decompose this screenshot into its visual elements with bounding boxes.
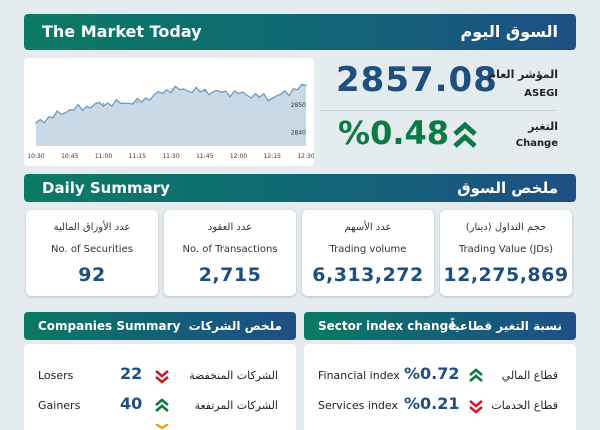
chart-point (237, 92, 240, 95)
row-label-en: Financial index (318, 369, 400, 382)
trading-value-card: حجم التداول (دينار) Trading Value (JDs) … (440, 210, 572, 296)
daily-title-en: Daily Summary (42, 179, 170, 197)
card-label-en: Trading Value (JDs) (458, 244, 554, 255)
index-value: 2857.08 (336, 60, 498, 100)
list-item: Gainers 40 الشركات المرتفعة (24, 394, 296, 418)
index-label-ar: المؤشر العام (488, 68, 558, 81)
row-label-en: Services index (318, 399, 398, 412)
companies-title-ar: ملخص الشركات (188, 319, 282, 333)
change-value: %0.48 (338, 114, 450, 152)
card-label-ar: عدد العقود (207, 222, 253, 233)
row-label-ar: قطاع الخدمات (491, 399, 558, 412)
chart-point (102, 102, 105, 105)
chart-point (203, 90, 206, 92)
chart-series-line (35, 83, 307, 124)
chart-point (170, 88, 172, 90)
row-value: %0.72 (404, 364, 460, 383)
row-value: %0.21 (404, 394, 460, 413)
card-value: 6,313,272 (312, 264, 424, 286)
transactions-card: عدد العقود No. of Transactions 2,715 (164, 210, 296, 296)
sectors-title-ar: نسبة التغير قطاعياً (450, 319, 562, 333)
card-value: 12,275,869 (443, 264, 569, 286)
double-chevron-up-icon (469, 368, 483, 382)
y-tick-label: 2840 (291, 129, 306, 136)
row-label-en: Losers (38, 369, 74, 382)
securities-card: عدد الأوراق المالية No. of Securities 92 (26, 210, 158, 296)
trading-volume-card: عدد الأسهم Trading volume 6,313,272 (302, 210, 434, 296)
sector-change-panel: Financial index %0.72 قطاع المالي Servic… (304, 344, 576, 430)
chevron-partial-icon (155, 424, 169, 430)
list-item: Losers 22 الشركات المنخفضة (24, 364, 296, 388)
card-label-en: No. of Securities (51, 244, 133, 255)
stat-divider (320, 110, 556, 111)
change-up-arrow-icon (453, 121, 477, 148)
x-tick-label: 12:15 (264, 153, 281, 160)
daily-title-ar: ملخص السوق (457, 179, 558, 197)
chart-point (305, 84, 307, 87)
x-tick-label: 10:30 (27, 153, 44, 160)
chart-point (136, 101, 139, 103)
card-value: 92 (78, 264, 106, 286)
row-label-ar: قطاع المالي (501, 369, 558, 382)
row-label-en: Gainers (38, 399, 81, 412)
x-tick-label: 11:15 (129, 153, 146, 160)
x-tick-label: 10:45 (61, 153, 78, 160)
chart-point (35, 121, 37, 124)
index-label-en: ASEGI (524, 88, 558, 99)
card-value: 2,715 (198, 264, 262, 286)
x-tick-label: 11:45 (196, 153, 213, 160)
chart-area (36, 84, 306, 146)
chart-point (68, 109, 71, 111)
card-label-ar: عدد الأوراق المالية (53, 222, 131, 233)
change-label-en: Change (515, 138, 558, 149)
card-label-en: No. of Transactions (182, 244, 278, 255)
index-area-chart: 10:30 10:45 11:00 11:15 11:30 11:45 12:00 12:15… (27, 83, 314, 160)
companies-summary-header: Companies Summary ملخص الشركات (24, 312, 296, 340)
card-label-en: Trading volume (329, 244, 407, 255)
sectors-title-en: Sector index change (318, 319, 457, 333)
x-tick-label: 12:00 (230, 153, 247, 160)
header-title-en: The Market Today (42, 22, 202, 41)
row-value: 40 (120, 394, 143, 413)
header-title-ar: السوق اليوم (460, 22, 558, 41)
companies-title-en: Companies Summary (38, 319, 181, 333)
row-label-ar: الشركات المنخفضة (189, 369, 278, 382)
row-label-ar: الشركات المرتفعة (194, 399, 278, 412)
row-value: 22 (120, 364, 143, 383)
x-tick-label: 11:30 (162, 153, 179, 160)
y-tick-label: 2850 (291, 102, 306, 109)
x-tick-label: 11:00 (95, 153, 112, 160)
chart-point (271, 97, 274, 99)
double-chevron-down-icon (155, 370, 169, 384)
index-chart-panel: 10:30 10:45 11:00 11:15 11:30 11:45 12:00 12:15… (24, 58, 314, 166)
x-tick-label: 12:30 (297, 153, 314, 160)
card-label-ar: عدد الأسهم (344, 222, 392, 233)
list-item: Financial index %0.72 قطاع المالي (304, 364, 576, 388)
card-label-ar: حجم التداول (دينار) (465, 222, 547, 233)
list-item: Services index %0.21 قطاع الخدمات (304, 394, 576, 418)
double-chevron-up-icon (155, 398, 169, 412)
companies-summary-panel: Losers 22 الشركات المنخفضة Gainers 40 ال… (24, 344, 296, 430)
sector-change-header: Sector index change نسبة التغير قطاعياً (304, 312, 576, 340)
change-label-ar: التغير (528, 120, 558, 133)
daily-summary-header: Daily Summary ملخص السوق (24, 174, 576, 202)
double-chevron-down-icon (469, 400, 483, 414)
market-today-header: The Market Today السوق اليوم (24, 14, 576, 50)
